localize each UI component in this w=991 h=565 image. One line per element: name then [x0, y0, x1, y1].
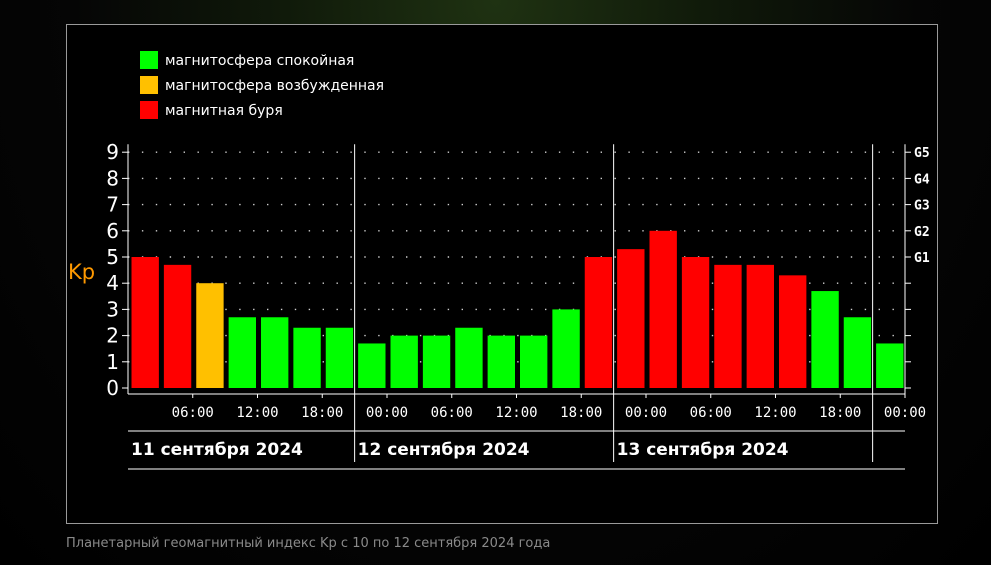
- g-scale-label: G1: [914, 251, 930, 266]
- x-tick-label: 06:00: [172, 405, 214, 421]
- kp-bar: [649, 230, 677, 388]
- g-scale-label: G2: [914, 225, 930, 240]
- date-label: 12 сентября 2024: [358, 440, 530, 460]
- kp-bar: [584, 257, 613, 388]
- g-scale-label: G5: [914, 146, 930, 161]
- legend-swatch: [140, 101, 158, 119]
- x-tick-label: 18:00: [301, 405, 343, 421]
- x-tick-label: 06:00: [431, 405, 473, 421]
- y-tick-label: 6: [106, 219, 119, 243]
- kp-bar: [455, 327, 483, 388]
- x-tick-label: 12:00: [754, 405, 796, 421]
- x-tick-label: 00:00: [625, 405, 667, 421]
- kp-bar: [552, 309, 580, 388]
- kp-bar: [779, 275, 807, 388]
- kp-bar: [293, 327, 321, 388]
- x-tick-label: 18:00: [560, 405, 602, 421]
- kp-bar: [876, 343, 904, 388]
- legend-label: магнитная буря: [165, 103, 283, 119]
- date-label: 13 сентября 2024: [617, 440, 789, 460]
- kp-bar: [390, 335, 418, 388]
- x-tick-label: 12:00: [236, 405, 278, 421]
- y-tick-label: 5: [106, 245, 119, 269]
- y-tick-label: 0: [106, 376, 119, 400]
- kp-bar: [325, 327, 354, 388]
- kp-bar: [228, 317, 256, 388]
- kp-bar: [811, 291, 839, 388]
- y-axis-label: Kp: [68, 260, 95, 284]
- legend-label: магнитосфера спокойная: [165, 53, 354, 69]
- kp-bar: [617, 249, 645, 388]
- y-tick-label: 7: [106, 193, 119, 217]
- y-tick-label: 3: [106, 297, 119, 321]
- kp-bar: [422, 335, 451, 388]
- g-scale-label: G4: [914, 172, 930, 187]
- kp-bar: [681, 257, 710, 388]
- kp-bar: [843, 317, 872, 388]
- y-tick-label: 2: [106, 324, 119, 348]
- y-tick-label: 4: [106, 271, 119, 295]
- kp-bar: [196, 283, 224, 388]
- legend-label: магнитосфера возбужденная: [165, 78, 384, 94]
- y-tick-label: 8: [106, 166, 119, 190]
- x-tick-label: 00:00: [884, 405, 926, 421]
- legend-swatch: [140, 51, 158, 69]
- kp-bar: [163, 264, 192, 388]
- kp-bar: [487, 335, 515, 388]
- kp-bar: [520, 335, 548, 388]
- x-tick-label: 06:00: [690, 405, 732, 421]
- x-tick-label: 00:00: [366, 405, 408, 421]
- kp-bar: [131, 257, 159, 388]
- legend-swatch: [140, 76, 158, 94]
- kp-bar: [261, 317, 289, 388]
- kp-bar: [358, 343, 386, 388]
- chart-caption: Планетарный геомагнитный индекс Kp с 10 …: [66, 536, 551, 551]
- date-label: 11 сентября 2024: [131, 440, 303, 460]
- g-scale-label: G3: [914, 199, 930, 214]
- chart-panel: 0 1 2 3 4 5 6 7 8 9 G1 G2 G3 G4 G5 Kp 06:00 12:00 18:00 00:…: [66, 24, 938, 524]
- y-tick-label: 1: [106, 350, 119, 374]
- x-tick-label: 18:00: [819, 405, 861, 421]
- x-tick-label: 12:00: [495, 405, 537, 421]
- y-tick-label: 9: [106, 140, 119, 164]
- kp-bar: [714, 264, 742, 388]
- kp-bar: [746, 264, 774, 388]
